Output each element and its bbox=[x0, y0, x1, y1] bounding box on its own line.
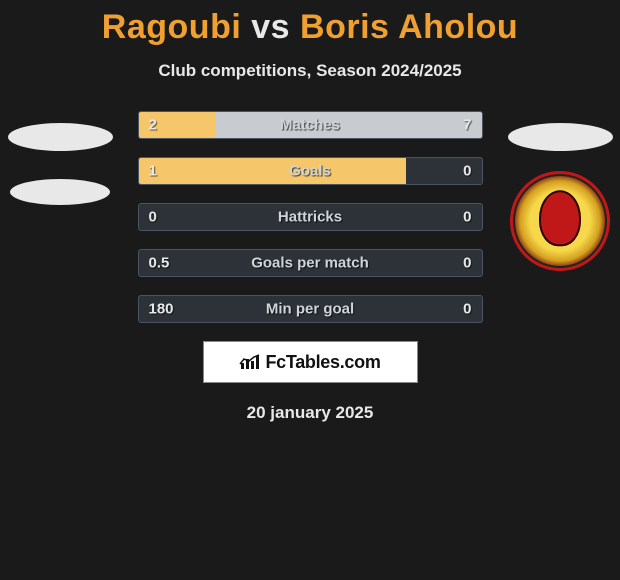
stat-label: Matches bbox=[280, 117, 340, 134]
chart-icon bbox=[239, 353, 261, 371]
stat-bar-right-fill bbox=[215, 112, 482, 138]
brand-box[interactable]: FcTables.com bbox=[203, 341, 418, 383]
stat-row: 0.5 0 Goals per match bbox=[138, 249, 483, 277]
stat-left-value: 180 bbox=[149, 301, 174, 318]
brand-text: FcTables.com bbox=[265, 352, 380, 373]
stat-row: 2 7 Matches bbox=[138, 111, 483, 139]
stat-label: Min per goal bbox=[266, 301, 354, 318]
stat-right-value: 0 bbox=[463, 163, 471, 180]
stat-row: 0 0 Hattricks bbox=[138, 203, 483, 231]
stat-label: Goals per match bbox=[251, 255, 369, 272]
stat-right-value: 0 bbox=[463, 209, 471, 226]
player2-name: Boris Aholou bbox=[300, 8, 518, 46]
right-side-column bbox=[500, 111, 620, 271]
player1-avatar-placeholder bbox=[8, 123, 113, 151]
stat-left-value: 2 bbox=[149, 117, 157, 134]
comparison-content: 2 7 Matches 1 0 Goals 0 0 Hattricks 0.5 0 Goals per… bbox=[0, 111, 620, 323]
stat-left-value: 0.5 bbox=[149, 255, 170, 272]
stat-label: Goals bbox=[289, 163, 331, 180]
stat-bars: 2 7 Matches 1 0 Goals 0 0 Hattricks 0.5 0 Goals per… bbox=[138, 111, 483, 323]
player1-name: Ragoubi bbox=[102, 8, 241, 46]
date-line: 20 january 2025 bbox=[0, 403, 620, 423]
stat-left-value: 1 bbox=[149, 163, 157, 180]
stat-right-value: 7 bbox=[463, 117, 471, 134]
subtitle: Club competitions, Season 2024/2025 bbox=[0, 61, 620, 81]
stat-row: 180 0 Min per goal bbox=[138, 295, 483, 323]
player2-avatar-placeholder bbox=[508, 123, 613, 151]
stat-row: 1 0 Goals bbox=[138, 157, 483, 185]
stat-bar-left-fill bbox=[139, 158, 407, 184]
stat-right-value: 0 bbox=[463, 255, 471, 272]
stat-right-value: 0 bbox=[463, 301, 471, 318]
left-side-column bbox=[0, 111, 120, 205]
vs-text: vs bbox=[251, 8, 290, 46]
player1-club-placeholder bbox=[10, 179, 110, 205]
player2-club-badge bbox=[510, 171, 610, 271]
page-title: Ragoubi vs Boris Aholou bbox=[0, 0, 620, 47]
stat-label: Hattricks bbox=[278, 209, 342, 226]
stat-left-value: 0 bbox=[149, 209, 157, 226]
